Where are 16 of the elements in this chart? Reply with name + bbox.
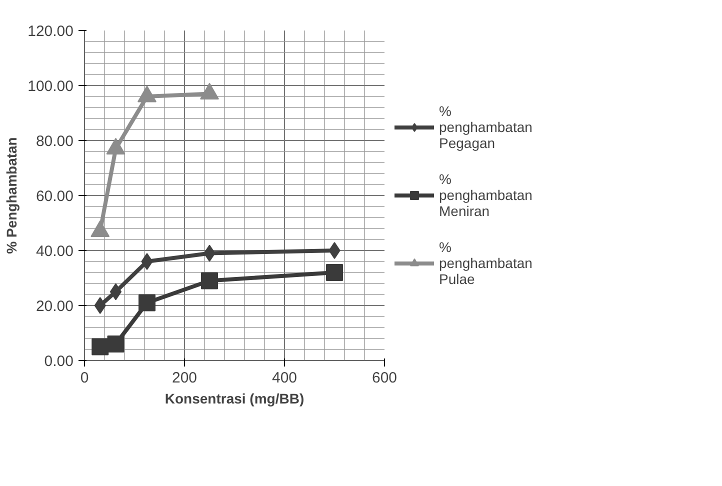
legend-label: % penghambatan Pegagan: [439, 103, 532, 151]
y-tick-label: 80.00: [36, 133, 74, 150]
y-tick-label: 0.00: [44, 353, 74, 370]
y-axis-title: % Penghambatan: [4, 137, 20, 254]
x-tick-label: 600: [372, 370, 398, 386]
y-tick-label: 40.00: [36, 243, 74, 260]
y-tick-label: 100.00: [28, 78, 74, 95]
x-tick-label: 0: [80, 370, 89, 386]
y-tick-label: 60.00: [36, 188, 74, 205]
legend-label: % penghambatan Pulae: [439, 239, 532, 287]
y-tick-label: 20.00: [36, 298, 74, 315]
x-axis-title: Konsentrasi (mg/BB): [164, 390, 304, 406]
y-tick-label: 120.00: [28, 23, 74, 40]
legend-label: % penghambatan Meniran: [439, 171, 532, 219]
x-tick-label: 200: [172, 370, 198, 386]
x-tick-label: 400: [272, 370, 298, 386]
